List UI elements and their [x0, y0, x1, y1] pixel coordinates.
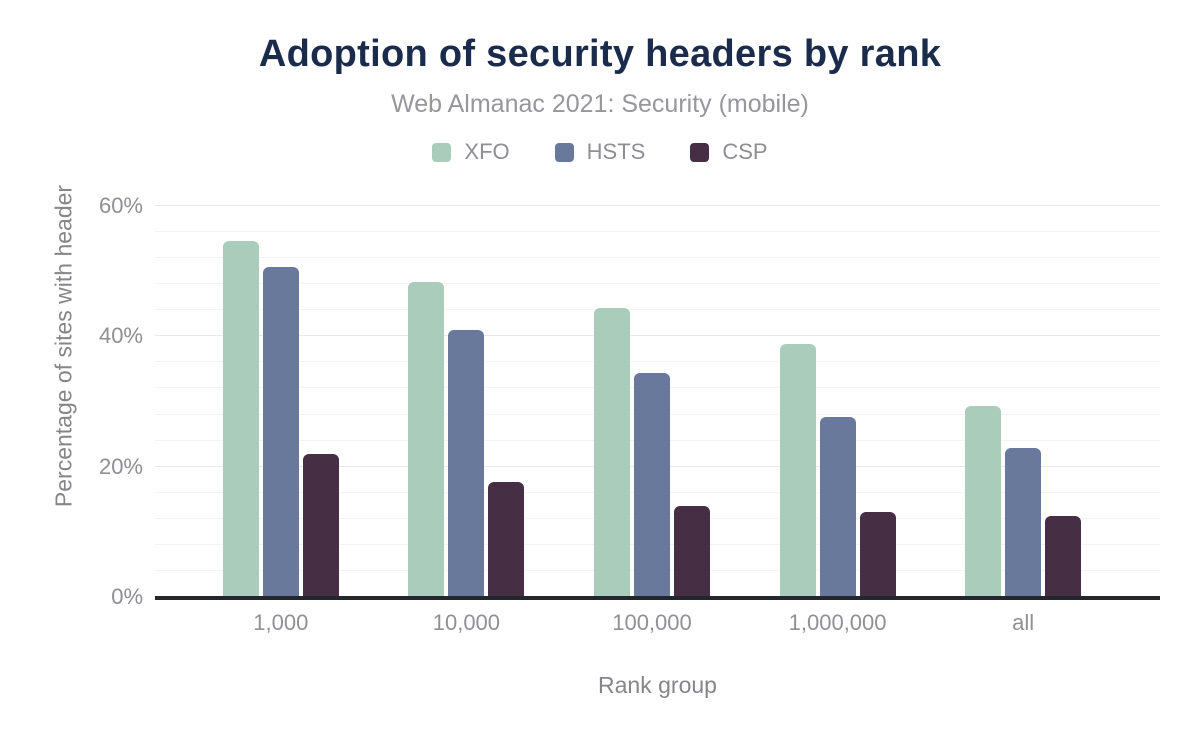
bar-xfo-1000000[interactable] — [779, 344, 816, 597]
bar-csp-10000[interactable] — [488, 482, 525, 597]
bar-xfo-all[interactable] — [965, 406, 1002, 597]
legend-label: CSP — [722, 139, 768, 164]
bar-csp-1000000[interactable] — [859, 512, 896, 597]
x-label-10000: 10,000 — [432, 610, 501, 635]
legend-item-csp: CSP — [690, 139, 768, 164]
legend-item-xfo: XFO — [432, 139, 510, 164]
x-axis-labels: 1,000 10,000 100,000 1,000,000 all — [155, 610, 1160, 636]
minor-gridline-48 — [155, 283, 1160, 285]
y-tick-0: 0% — [111, 584, 143, 609]
bar-hsts-100000[interactable] — [633, 372, 670, 597]
minor-gridline-36 — [155, 361, 1160, 363]
bar-csp-all[interactable] — [1045, 516, 1082, 597]
legend-swatch-hsts — [554, 142, 574, 162]
minor-gridline-56 — [155, 231, 1160, 233]
legend-item-hsts: HSTS — [554, 139, 646, 164]
minor-gridline-52 — [155, 257, 1160, 259]
y-tick-20: 20% — [98, 453, 143, 479]
legend: XFO HSTS CSP — [0, 140, 1200, 164]
plot-area — [155, 205, 1160, 600]
bar-group-100000 — [559, 206, 745, 597]
x-label-all: all — [1012, 610, 1035, 635]
bar-xfo-1000[interactable] — [222, 241, 259, 597]
y-axis-ticks: 0% 20% 40% 60% — [0, 195, 143, 608]
legend-swatch-csp — [690, 142, 710, 162]
x-axis-line — [155, 596, 1160, 600]
x-label-1000: 1,000 — [253, 610, 309, 635]
legend-label: XFO — [464, 139, 510, 164]
chart-title: Adoption of security headers by rank — [258, 33, 942, 75]
bars-row — [155, 206, 1160, 597]
x-label-1000000: 1,000,000 — [788, 610, 887, 635]
bar-hsts-1000000[interactable] — [819, 416, 856, 597]
x-label-100000: 100,000 — [612, 610, 692, 635]
major-gridline-60 — [155, 205, 1160, 206]
major-gridline-40 — [155, 335, 1160, 337]
chart-subtitle: Web Almanac 2021: Security (mobile) — [391, 90, 809, 118]
bar-xfo-100000[interactable] — [593, 308, 630, 597]
bar-group-10000 — [374, 206, 560, 597]
minor-gridline-44 — [155, 309, 1160, 311]
y-tick-60: 60% — [98, 193, 143, 218]
bar-hsts-1000[interactable] — [262, 266, 299, 597]
bar-hsts-10000[interactable] — [448, 329, 485, 597]
bar-csp-1000[interactable] — [302, 454, 339, 597]
legend-swatch-xfo — [432, 142, 452, 162]
x-axis-title: Rank group — [598, 672, 717, 698]
legend-label: HSTS — [586, 139, 646, 164]
bar-group-1000000 — [745, 206, 931, 597]
bar-hsts-all[interactable] — [1005, 448, 1042, 597]
bar-xfo-10000[interactable] — [408, 282, 445, 597]
bar-group-1000 — [188, 206, 374, 597]
y-tick-40: 40% — [98, 323, 143, 349]
bar-group-all — [930, 206, 1116, 597]
bar-csp-100000[interactable] — [673, 505, 710, 597]
